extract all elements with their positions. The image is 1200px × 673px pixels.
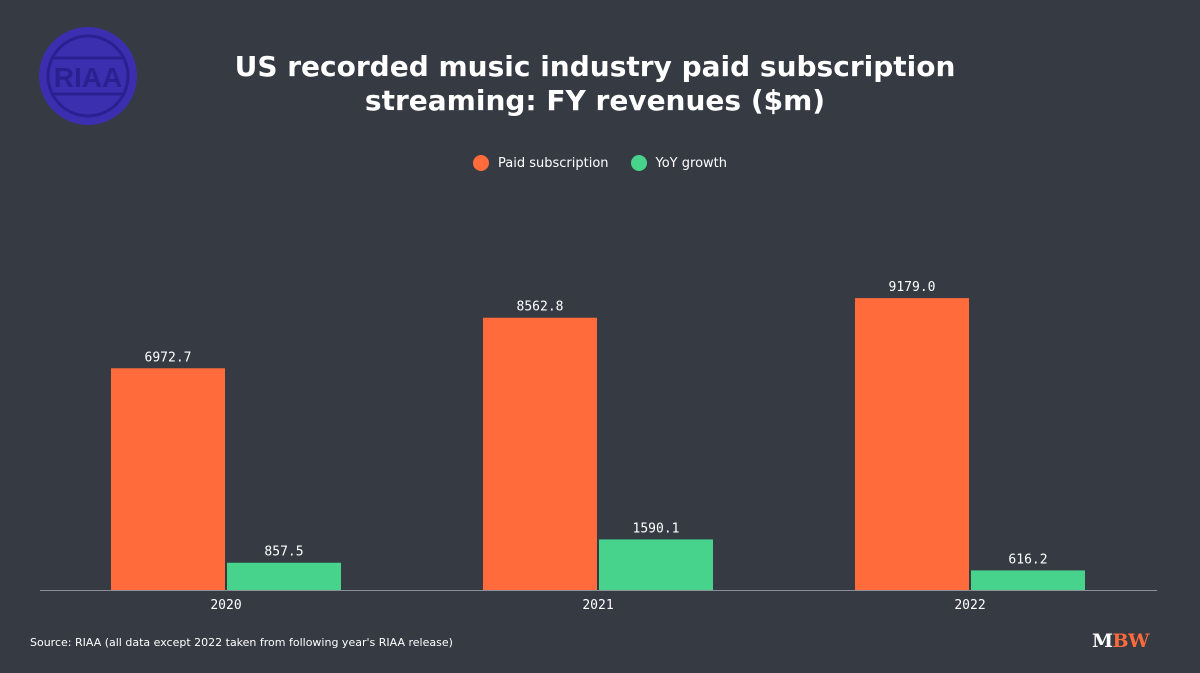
data-label-paid-2021: 8562.8 bbox=[517, 300, 564, 315]
x-tick-label-2022: 2022 bbox=[954, 598, 985, 613]
bar-yoy-2021[interactable] bbox=[599, 539, 713, 590]
legend-swatch-yoy bbox=[630, 155, 647, 171]
data-label-paid-2022: 9179.0 bbox=[889, 280, 936, 295]
x-tick-label-2021: 2021 bbox=[582, 598, 613, 613]
chart-title: US recorded music industry paid subscrip… bbox=[234, 50, 956, 117]
bar-yoy-2022[interactable] bbox=[971, 570, 1085, 590]
x-tick-label-2020: 2020 bbox=[210, 598, 241, 613]
legend-label-yoy: YoY growth bbox=[655, 155, 727, 171]
riaa-logo: RIAA bbox=[39, 27, 137, 125]
data-label-yoy-2022: 616.2 bbox=[1008, 552, 1047, 567]
legend: Paid subscription YoY growth bbox=[0, 155, 1200, 171]
legend-item-paid[interactable]: Paid subscription bbox=[473, 155, 609, 171]
data-label-paid-2020: 6972.7 bbox=[145, 350, 192, 365]
bar-paid-2020[interactable] bbox=[111, 368, 225, 590]
bar-yoy-2020[interactable] bbox=[227, 562, 341, 590]
bar-paid-2021[interactable] bbox=[483, 317, 597, 590]
logo-text: RIAA bbox=[54, 62, 122, 93]
legend-label-paid: Paid subscription bbox=[498, 155, 609, 171]
data-label-yoy-2021: 1590.1 bbox=[633, 521, 680, 536]
legend-swatch-paid bbox=[473, 155, 489, 171]
legend-item-yoy[interactable]: YoY growth bbox=[630, 155, 727, 171]
data-label-yoy-2020: 857.5 bbox=[264, 545, 303, 560]
bar-paid-2022[interactable] bbox=[855, 298, 969, 590]
mbw-logo: MBW bbox=[1092, 630, 1149, 652]
source-note: Source: RIAA (all data except 2022 taken… bbox=[30, 636, 453, 649]
